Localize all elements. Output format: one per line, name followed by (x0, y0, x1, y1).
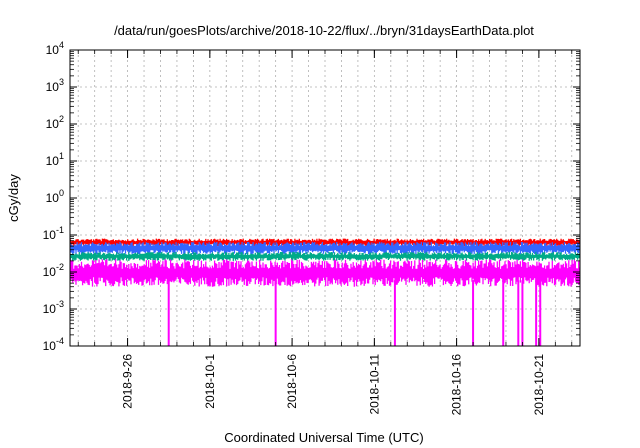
y-tick-label: 10-1 (43, 225, 64, 242)
x-tick-label: 2018-10-16 (450, 354, 464, 416)
x-tick-label: 2018-10-6 (285, 354, 299, 409)
data-series (69, 238, 581, 346)
y-axis-label: cGy/day (6, 174, 21, 222)
x-tick-label: 2018-10-1 (203, 354, 217, 409)
y-tick-label: 102 (46, 114, 64, 131)
x-tick-label: 2018-10-11 (367, 354, 381, 415)
y-tick-label: 103 (46, 77, 64, 94)
x-axis-label: Coordinated Universal Time (UTC) (224, 430, 423, 445)
axis-ticks: 10-4 10-3 10-2 10-1 100 101 102 103 104 2018-9-26… (43, 40, 580, 415)
chart-title: /data/run/goesPlots/archive/2018-10-22/f… (114, 23, 534, 38)
y-tick-label: 10-4 (43, 336, 64, 353)
y-tick-label: 101 (46, 151, 64, 168)
grid-lines (70, 50, 580, 346)
x-tick-label: 2018-10-21 (532, 354, 546, 416)
y-tick-label: 10-2 (43, 262, 64, 279)
y-tick-label: 100 (46, 188, 64, 205)
y-tick-label: 10-3 (43, 299, 64, 316)
y-tick-label: 104 (46, 40, 64, 57)
x-tick-label: 2018-9-26 (121, 354, 135, 409)
